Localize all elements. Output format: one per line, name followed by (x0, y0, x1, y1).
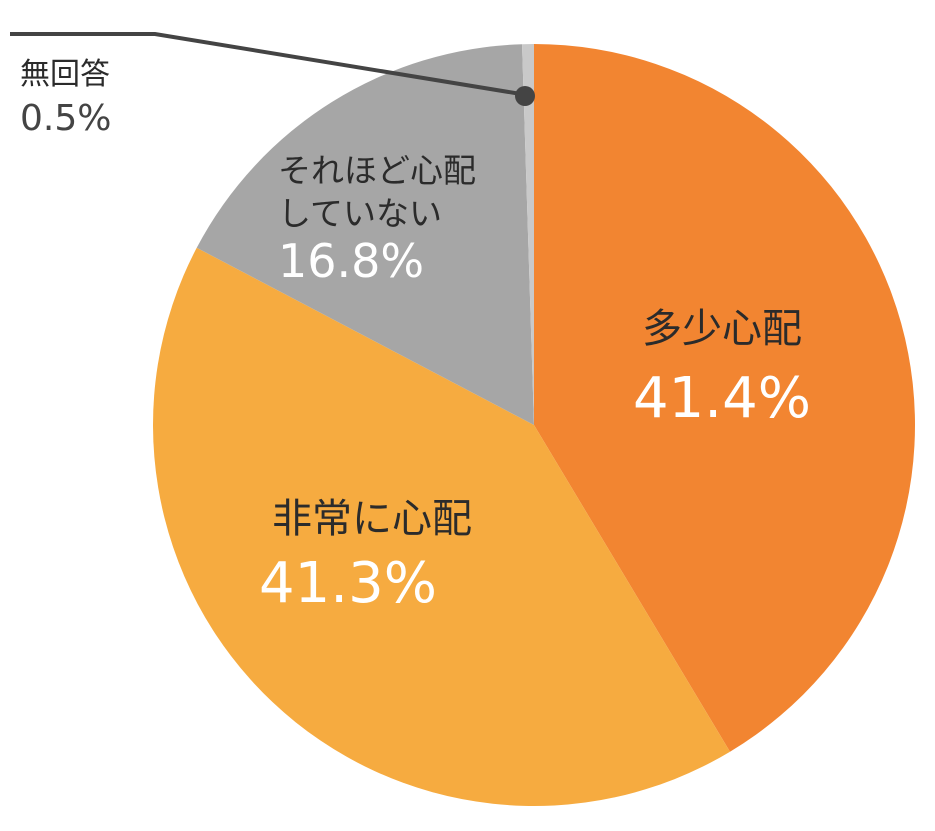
pie-slice-2 (152, 247, 731, 806)
pie-slice-1 (534, 44, 915, 752)
slice-value-1: 41.4% (633, 366, 811, 431)
slice-value-3: 16.8% (278, 234, 424, 288)
slice-value-4: 0.5% (20, 98, 111, 139)
leader-line (10, 32, 528, 97)
slice-label-4: 無回答 (20, 57, 110, 92)
slice-label-1: 多少心配 (642, 306, 802, 352)
slice-label-2: 非常に心配 (272, 496, 472, 542)
slice-value-2: 41.3% (259, 551, 437, 616)
pie-slice-3 (196, 44, 534, 426)
slice-label-3-line-1: それほど心配 (278, 151, 476, 190)
slice-label-3-line-2: していない (278, 194, 442, 233)
leader-dot (515, 86, 535, 106)
pie-slice-4 (522, 44, 534, 425)
pie-slices (152, 44, 915, 806)
